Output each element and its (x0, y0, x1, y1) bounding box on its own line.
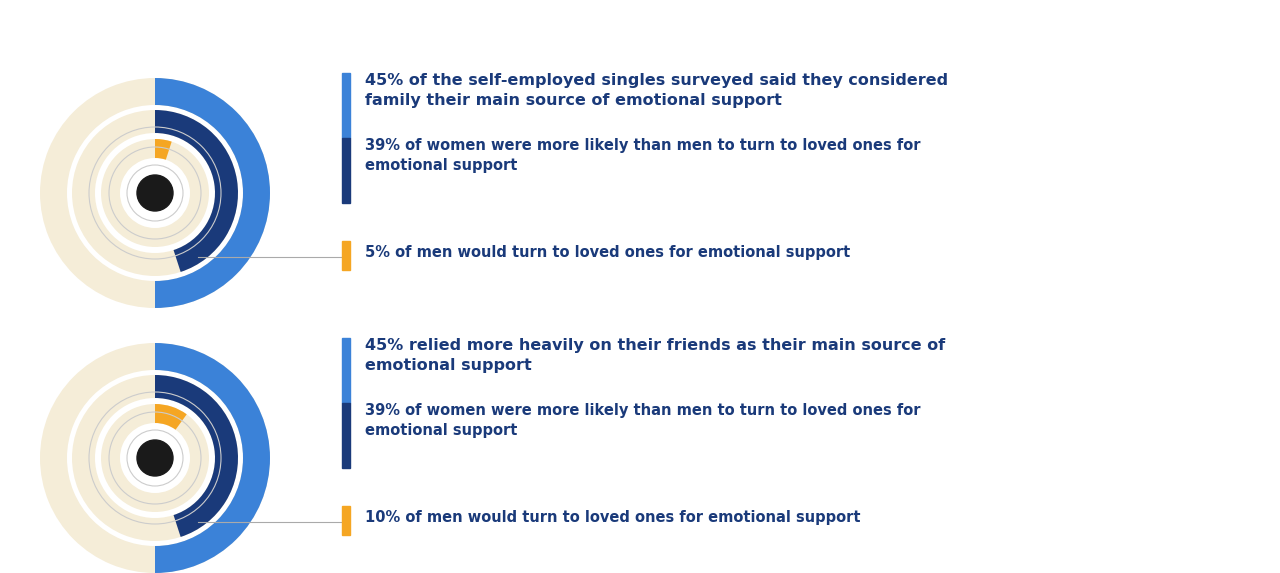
Bar (342, 338, 349, 403)
Bar (342, 506, 349, 535)
Bar (342, 403, 349, 468)
Text: 10% of men would turn to loved ones for emotional support: 10% of men would turn to loved ones for … (365, 510, 860, 525)
Wedge shape (155, 343, 270, 573)
Circle shape (137, 175, 173, 211)
Bar (342, 138, 349, 203)
Text: 39% of women were more likely than men to turn to loved ones for
emotional suppo: 39% of women were more likely than men t… (365, 403, 920, 438)
Text: 5% of men would turn to loved ones for emotional support: 5% of men would turn to loved ones for e… (365, 245, 850, 260)
Text: 45% of the self-employed singles surveyed said they considered
family their main: 45% of the self-employed singles surveye… (365, 73, 948, 108)
Wedge shape (155, 375, 238, 537)
Text: 45% relied more heavily on their friends as their main source of
emotional suppo: 45% relied more heavily on their friends… (365, 338, 945, 373)
Wedge shape (40, 78, 270, 308)
Wedge shape (155, 404, 187, 430)
Wedge shape (155, 110, 238, 272)
Wedge shape (72, 110, 238, 276)
Bar (342, 241, 349, 270)
Wedge shape (101, 404, 209, 512)
Wedge shape (101, 139, 209, 247)
Text: 39% of women were more likely than men to turn to loved ones for
emotional suppo: 39% of women were more likely than men t… (365, 138, 920, 173)
Circle shape (137, 440, 173, 476)
Bar (342, 73, 349, 138)
Wedge shape (72, 375, 238, 541)
Wedge shape (40, 343, 270, 573)
Wedge shape (155, 139, 172, 160)
Wedge shape (155, 78, 270, 308)
